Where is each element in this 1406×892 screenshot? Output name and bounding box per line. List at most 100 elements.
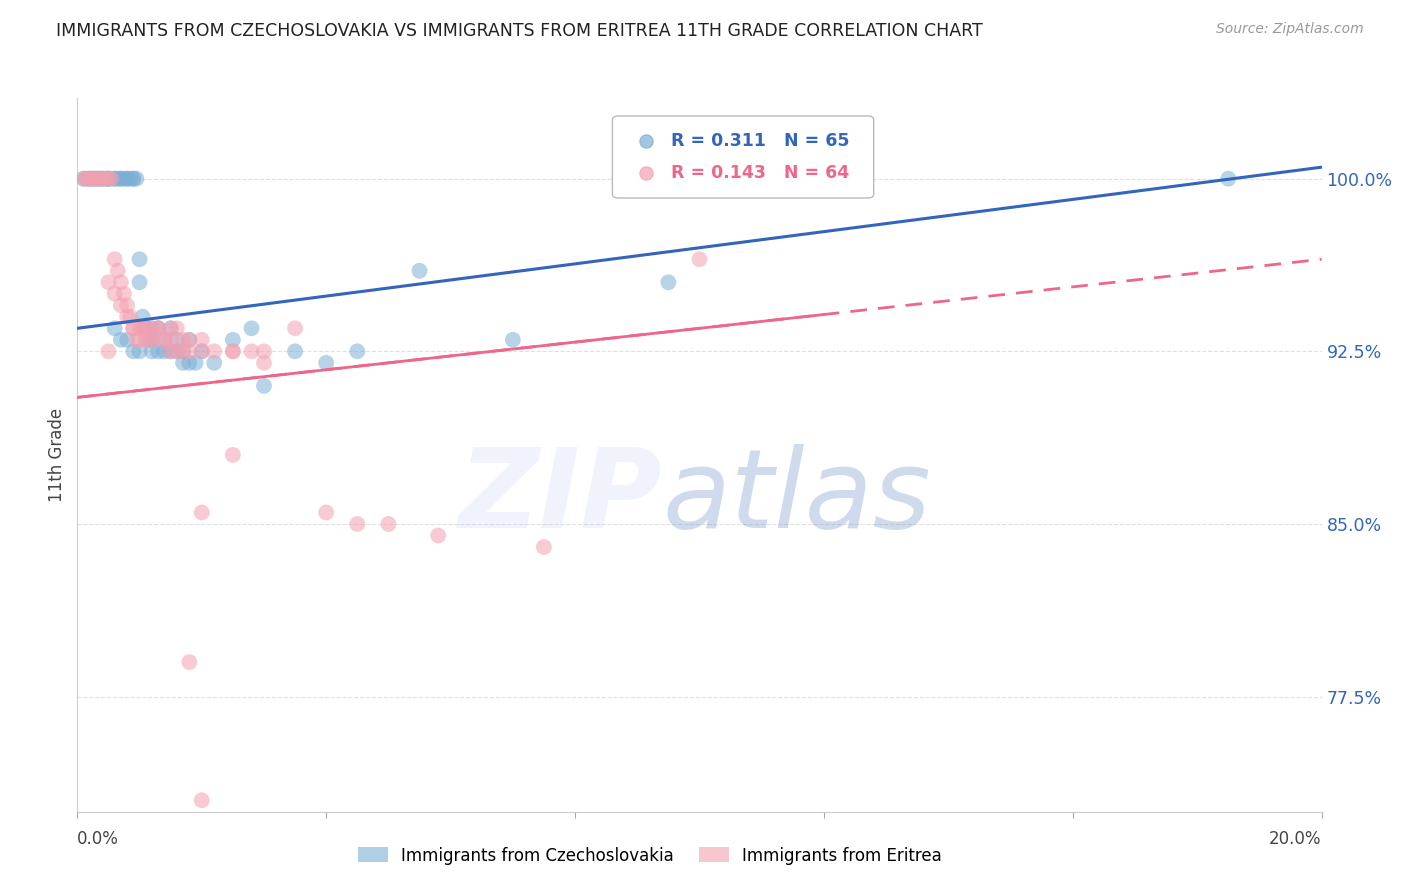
Point [122, 171, 145, 186]
Point [689, 252, 711, 267]
Point [172, 344, 194, 359]
Point [346, 344, 368, 359]
Point [222, 333, 245, 347]
Point [427, 528, 450, 542]
Point [253, 344, 276, 359]
Point [125, 333, 148, 347]
Point [131, 310, 153, 324]
Point [1218, 171, 1240, 186]
Point [153, 344, 176, 359]
Point [148, 321, 170, 335]
Point [131, 321, 153, 335]
Point [202, 356, 225, 370]
Point [97, 344, 120, 359]
Point [97, 171, 120, 186]
Point [79, 171, 101, 186]
Point [115, 310, 138, 324]
Point [91, 171, 114, 186]
Point [284, 344, 307, 359]
Point [100, 171, 122, 186]
Point [253, 379, 276, 393]
Point [128, 344, 150, 359]
Point [533, 540, 555, 554]
Point [128, 252, 150, 267]
Point [172, 356, 194, 370]
Point [91, 171, 114, 186]
Point [315, 506, 337, 520]
Point [240, 321, 263, 335]
Point [91, 171, 114, 186]
Point [104, 286, 127, 301]
Point [107, 171, 129, 186]
Point [159, 344, 181, 359]
Point [166, 344, 188, 359]
Point [148, 321, 170, 335]
Point [138, 333, 160, 347]
Point [94, 171, 117, 186]
Point [112, 286, 135, 301]
Point [110, 171, 132, 186]
Point [76, 171, 98, 186]
Point [172, 333, 194, 347]
Point [84, 171, 107, 186]
Text: 20.0%: 20.0% [1270, 830, 1322, 848]
Point [120, 310, 142, 324]
Point [104, 171, 127, 186]
Point [222, 344, 245, 359]
Point [97, 171, 120, 186]
Point [159, 333, 181, 347]
Point [172, 344, 194, 359]
Point [122, 321, 145, 335]
Point [141, 333, 163, 347]
Text: ZIP: ZIP [458, 444, 662, 551]
Point [222, 344, 245, 359]
Point [284, 321, 307, 335]
Point [159, 321, 181, 335]
Point [115, 171, 138, 186]
Point [97, 171, 120, 186]
Text: R = 0.311   N = 65: R = 0.311 N = 65 [671, 132, 849, 150]
Point [110, 171, 132, 186]
Point [107, 264, 129, 278]
Point [115, 298, 138, 312]
Point [159, 321, 181, 335]
Point [159, 344, 181, 359]
Point [166, 344, 188, 359]
Text: Source: ZipAtlas.com: Source: ZipAtlas.com [1216, 22, 1364, 37]
Point [128, 333, 150, 347]
Legend: Immigrants from Czechoslovakia, Immigrants from Eritrea: Immigrants from Czechoslovakia, Immigran… [352, 840, 949, 871]
Point [191, 344, 214, 359]
Point [125, 171, 148, 186]
Point [240, 344, 263, 359]
Point [148, 344, 170, 359]
Point [104, 321, 127, 335]
Text: IMMIGRANTS FROM CZECHOSLOVAKIA VS IMMIGRANTS FROM ERITREA 11TH GRADE CORRELATION: IMMIGRANTS FROM CZECHOSLOVAKIA VS IMMIGR… [56, 22, 983, 40]
Point [115, 333, 138, 347]
Point [184, 356, 207, 370]
Point [128, 275, 150, 289]
Point [84, 171, 107, 186]
Point [122, 344, 145, 359]
Point [222, 448, 245, 462]
Point [253, 356, 276, 370]
Point [179, 333, 201, 347]
Point [141, 333, 163, 347]
Point [122, 171, 145, 186]
Point [115, 171, 138, 186]
Point [87, 171, 110, 186]
Point [104, 252, 127, 267]
FancyBboxPatch shape [613, 116, 873, 198]
Point [76, 171, 98, 186]
Point [179, 655, 201, 669]
Point [138, 321, 160, 335]
Point [122, 321, 145, 335]
Point [82, 171, 104, 186]
Point [153, 333, 176, 347]
Point [135, 321, 157, 335]
Point [79, 171, 101, 186]
Point [179, 333, 201, 347]
Point [128, 321, 150, 335]
Point [97, 275, 120, 289]
Point [72, 171, 94, 186]
Point [502, 333, 524, 347]
